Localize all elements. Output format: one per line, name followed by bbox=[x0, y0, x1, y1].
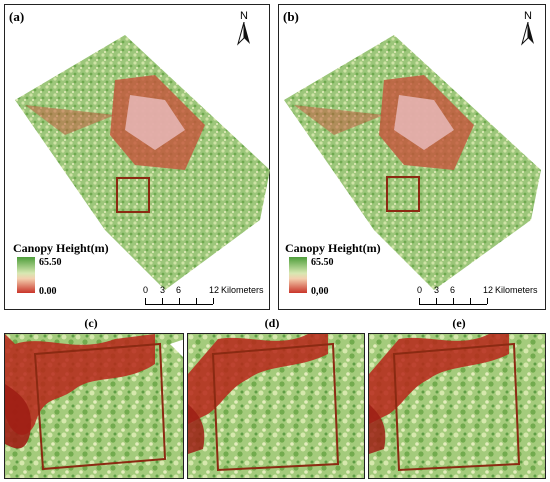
map-panel-b: (b) N Canopy Height(m) 65.50 0,00 0 3 6 … bbox=[278, 4, 546, 310]
scale-bar-a: 0 3 6 12 Kilometers bbox=[143, 285, 271, 307]
zoom-map-c bbox=[5, 334, 184, 479]
legend-color-bar-a bbox=[17, 257, 35, 293]
legend-min-a: 0.00 bbox=[39, 286, 57, 297]
legend-color-bar-b bbox=[289, 257, 307, 293]
zoom-panel-c bbox=[4, 333, 184, 479]
zoom-panel-e bbox=[368, 333, 546, 479]
legend-title-a: Canopy Height(m) bbox=[13, 241, 109, 256]
panel-label-e: (e) bbox=[449, 316, 469, 331]
zoom-map-d bbox=[188, 334, 365, 479]
zoom-map-e bbox=[369, 334, 546, 479]
map-panel-a: (a) N Canopy Height(m) 65.50 0.00 0 3 6 … bbox=[4, 4, 270, 310]
panel-label-c: (c) bbox=[81, 316, 101, 331]
legend-max-a: 65.50 bbox=[39, 257, 62, 268]
legend-title-b: Canopy Height(m) bbox=[285, 241, 381, 256]
scale-bar-b: 0 3 6 12 Kilometers bbox=[417, 285, 545, 307]
legend-max-b: 65.50 bbox=[311, 257, 334, 268]
panel-label-d: (d) bbox=[262, 316, 282, 331]
zoom-panel-d bbox=[187, 333, 365, 479]
legend-min-b: 0,00 bbox=[311, 286, 329, 297]
